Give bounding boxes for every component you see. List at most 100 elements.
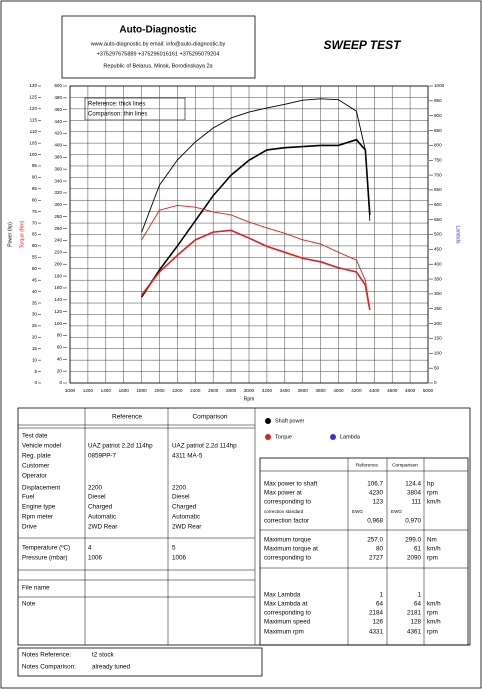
x-tick-label: 5000 [423,388,434,393]
y3-tick-label: 450 [434,247,442,252]
y-tick-label: 50 [32,266,38,271]
result-label: corresponding to [264,499,311,506]
x-tick-label: 3200 [262,388,273,393]
result-value: 2727 [369,555,384,562]
result-label: Max power at [264,490,302,497]
y2-tick-label: 380 [54,154,62,159]
result-value: 126 [372,619,383,626]
y-tick-label: 60 [32,243,38,248]
y2-tick-label: 400 [54,143,62,148]
result-value: 4361 [407,629,422,636]
result-value: 0,968 [367,518,383,525]
y2-tick-label: 460 [54,107,62,112]
y2-tick-label: 160 [54,285,62,290]
y-tick-label: 70 [32,220,38,225]
y-tick-label: 115 [30,117,38,122]
result-value: EWG [352,509,363,514]
y3-tick-label: 1000 [434,83,445,88]
y2-tick-label: 300 [54,202,62,207]
results-header: Comparison [392,462,418,468]
y3-tick-label: 650 [434,187,442,192]
y3-tick-label: 400 [434,261,442,266]
y3-axis-title: Lambda [455,225,461,243]
y3-tick-label: 250 [434,306,442,311]
company-name: Auto-Diagnostic [119,25,197,36]
y2-tick-label: 360 [54,166,62,171]
table-cell: 5 [172,545,176,552]
y3-tick-label: 300 [434,291,442,296]
y3-tick-label: 700 [434,172,442,177]
result-label: Maximum torque [264,537,311,544]
result-label: Max Lambda [264,592,301,599]
table-cell: UAZ patriot 2,2d 114hp [172,443,237,450]
row-label: Vehicle model [22,443,61,450]
y3-tick-label: 550 [434,217,442,222]
y-tick-label: 15 [32,346,38,351]
y3-tick-label: 350 [434,276,442,281]
result-value: 4230 [369,490,384,497]
y2-axis-title: Torque (Nm) [19,220,25,248]
row-label: Temperature (ºC) [22,545,70,552]
result-unit: rpm [427,490,438,497]
y2-tick-label: 500 [54,83,62,88]
company-phones: +375297675889 +375296016161 +37529507920… [97,51,220,57]
y3-tick-label: 0 [434,380,437,385]
x-tick-label: 3400 [280,388,291,393]
result-value: 80 [376,546,384,553]
y3-tick-label: 900 [434,113,442,118]
table-cell: 2WD Rear [172,524,201,531]
result-unit: km/h [427,619,441,626]
legend-label: Torque [275,434,292,440]
row-label: Customer [22,463,49,470]
y-tick-label: 75 [32,209,38,214]
y-tick-label: 10 [32,357,38,362]
table-cell: 2WD Rear [88,524,117,531]
table-cell: 4 [88,545,92,552]
result-label: Maximum torque at [264,546,318,553]
x-tick-label: 4600 [387,388,398,393]
table-cell: 2200 [172,485,187,492]
result-label: correction factor [264,518,309,525]
y2-tick-label: 80 [57,333,63,338]
result-label: Maximum rpm [264,629,304,636]
data-section-box [17,407,471,646]
y3-tick-label: 150 [434,336,442,341]
table-header: Reference [112,414,142,421]
x-tick-label: 3800 [315,388,326,393]
result-value: 124.4 [405,481,421,488]
y2-tick-label: 320 [54,190,62,195]
y3-tick-label: 100 [434,351,442,356]
result-unit: hp [427,481,435,488]
table-cell: Diesel [88,494,106,501]
legend-label: Shaft power [275,418,305,424]
y3-tick-label: 600 [434,202,442,207]
results-box [259,457,469,646]
row-label: Reg. plate [22,453,51,460]
y-tick-label: 85 [32,186,38,191]
y-tick-label: 80 [32,197,38,202]
result-value: 123 [372,499,383,506]
company-web: www.auto-diagnostic.by email: info@auto-… [90,41,226,47]
note-value: t2 stock [92,652,115,659]
result-value: 2090 [407,555,422,562]
table-cell: 4311 MA-5 [172,453,203,460]
result-value: 128 [410,619,421,626]
y2-tick-label: 480 [54,95,62,100]
result-unit: rpm [427,555,438,562]
y-tick-label: 30 [32,312,38,317]
y2-tick-label: 240 [54,238,62,243]
y2-tick-label: 140 [54,297,62,302]
note-value: already tuned [92,664,131,671]
result-unit: km/h [427,499,441,506]
y-tick-label: 125 [29,95,37,100]
notes-box [17,647,263,677]
result-value: 64 [376,601,384,608]
x-tick-label: 4800 [405,388,416,393]
x-tick-label: 2400 [190,388,201,393]
result-value: 2184 [369,610,384,617]
result-value: 2181 [407,610,422,617]
y2-tick-label: 200 [54,261,62,266]
series-line [141,98,371,233]
